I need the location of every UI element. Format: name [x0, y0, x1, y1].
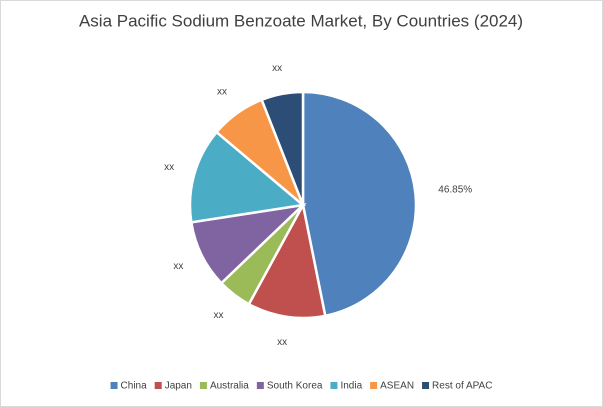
legend-swatch	[110, 382, 118, 389]
pie-slice	[188, 130, 306, 224]
legend-label: Australia	[210, 381, 249, 392]
data-label: xx	[164, 162, 174, 173]
legend-label: China	[121, 381, 148, 392]
legend-label: Japan	[165, 381, 192, 392]
data-label: 46.85%	[438, 185, 472, 196]
pie-slice	[247, 201, 327, 320]
data-label: xx	[277, 337, 287, 348]
legend-label: South Korea	[267, 381, 323, 392]
legend-swatch	[154, 382, 162, 389]
data-label: xx	[217, 87, 227, 98]
pie-slice	[301, 90, 418, 318]
legend-label: India	[340, 381, 362, 392]
legend-label: ASEAN	[380, 381, 414, 392]
legend-swatch	[370, 382, 378, 389]
data-label: xx	[213, 310, 223, 321]
legend: China Japan Australia South Korea India ASEAN…	[110, 381, 492, 392]
legend-swatch	[422, 382, 430, 389]
legend-swatch	[199, 382, 207, 389]
legend-swatch	[330, 382, 338, 389]
legend-label: Rest of APAC	[432, 381, 492, 392]
legend-swatch	[256, 382, 264, 389]
data-label: xx	[272, 63, 282, 74]
data-label: xx	[173, 261, 183, 272]
chart-title: Asia Pacific Sodium Benzoate Market, By …	[79, 11, 523, 30]
pie-slice	[260, 90, 305, 206]
